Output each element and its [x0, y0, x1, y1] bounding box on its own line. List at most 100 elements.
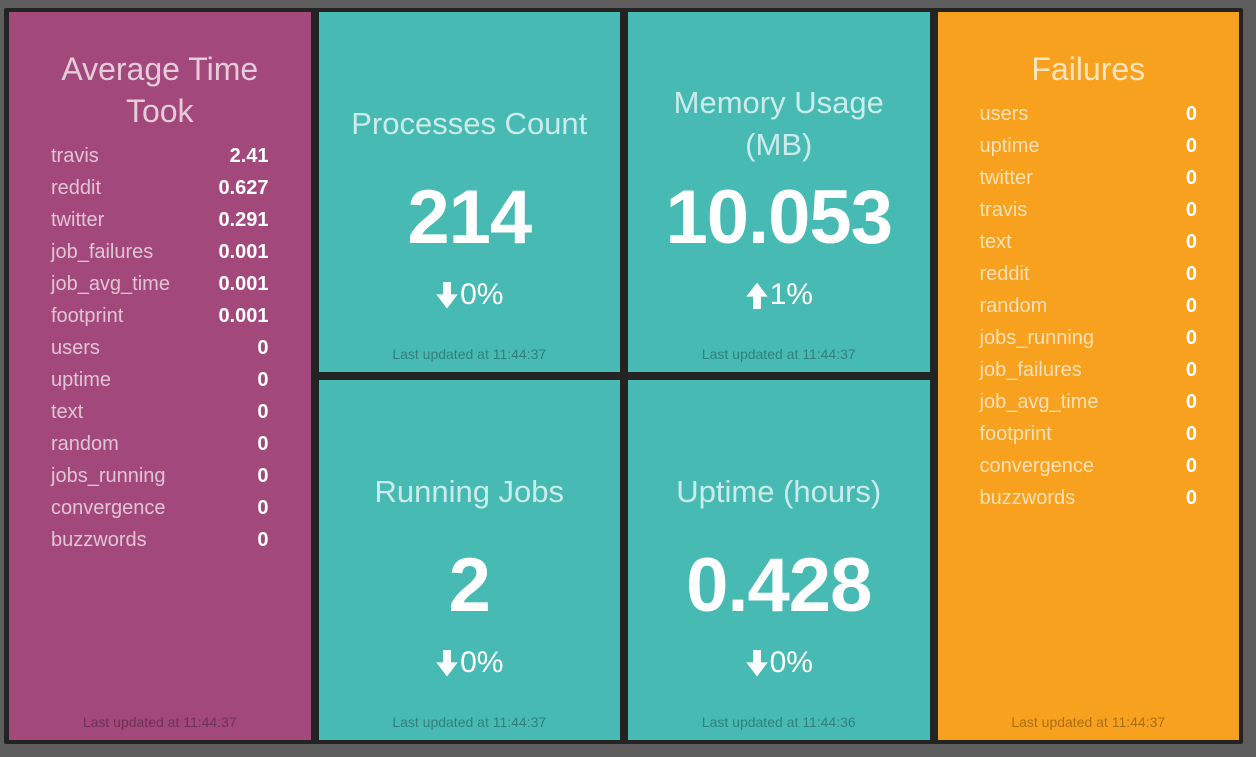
list-item: footprint 0 [980, 418, 1198, 450]
list-item: random 0 [51, 428, 269, 460]
trend-indicator: 1% [745, 278, 813, 312]
list-item-label: text [51, 401, 84, 423]
last-updated: Last updated at 11:44:37 [392, 346, 547, 362]
list-item: buzzwords 0 [980, 482, 1198, 514]
tile-failures: Failures users 0 uptime 0 twitter [937, 12, 1239, 740]
list-item: twitter 0.291 [51, 204, 269, 236]
list-item: users 0 [51, 332, 269, 364]
last-updated: Last updated at 11:44:37 [701, 346, 856, 362]
last-updated: Last updated at 11:44:36 [701, 714, 856, 730]
list-item-label: travis [979, 199, 1028, 221]
tile-average-time-took: Average Time Took travis 2.41 reddit 0.6… [9, 12, 311, 740]
average-time-list: travis 2.41 reddit 0.627 twitter 0.291 [51, 140, 269, 556]
list-item-value: 0.001 [218, 241, 269, 263]
list-item-value: 0.627 [218, 177, 269, 199]
list-item-label: job_avg_time [51, 273, 170, 295]
dashboard-grid: Average Time Took travis 2.41 reddit 0.6… [9, 12, 1239, 740]
list-item: users 0 [980, 98, 1198, 130]
tile-processes-count: Processes Count 214 0% Last updated at 1… [318, 12, 620, 372]
list-item-value: 0 [1185, 295, 1197, 317]
list-item-label: convergence [979, 455, 1095, 477]
list-item-label: twitter [51, 209, 105, 231]
dashboard-panel: Average Time Took travis 2.41 reddit 0.6… [4, 8, 1243, 744]
list-item-value: 0.291 [218, 209, 269, 231]
list-item-value: 0 [257, 433, 269, 455]
list-item-label: buzzwords [979, 487, 1076, 509]
trend-indicator: 0% [435, 646, 503, 680]
list-item-value: 0 [1185, 135, 1197, 157]
list-item: convergence 0 [51, 492, 269, 524]
list-item-label: text [979, 231, 1012, 253]
list-item: uptime 0 [51, 364, 269, 396]
arrow-down-icon [436, 649, 458, 676]
list-item: reddit 0.627 [51, 172, 269, 204]
list-item-label: random [51, 433, 119, 455]
list-item-label: buzzwords [51, 529, 147, 551]
big-number: 0.428 [686, 543, 872, 628]
list-item: job_failures 0.001 [51, 236, 269, 268]
list-item-label: footprint [51, 305, 124, 327]
list-item-label: uptime [979, 135, 1040, 157]
list-item-value: 0 [1185, 455, 1197, 477]
trend-indicator: 0% [435, 278, 503, 312]
tile-running-jobs: Running Jobs 2 0% Last updated at 11:44:… [318, 380, 620, 740]
list-item-value: 0 [257, 337, 269, 359]
arrow-up-icon [745, 282, 768, 309]
list-item: travis 2.41 [51, 140, 269, 172]
trend-value: 1% [769, 278, 813, 311]
list-item-value: 0 [1185, 327, 1197, 349]
trend-value: 0% [460, 646, 504, 679]
list-item-value: 0 [1185, 103, 1197, 125]
list-item-label: twitter [979, 167, 1033, 189]
list-item: job_failures 0 [980, 354, 1198, 386]
list-item-value: 0 [257, 529, 269, 551]
list-item: job_avg_time 0 [980, 386, 1198, 418]
list-item: footprint 0.001 [51, 300, 269, 332]
trend-value: 0% [769, 646, 813, 679]
list-item: random 0 [980, 290, 1198, 322]
list-item-label: random [979, 295, 1048, 317]
tile-title: Processes Count [351, 106, 588, 141]
list-item-value: 0.001 [218, 273, 269, 295]
list-item-value: 0 [1185, 391, 1197, 413]
list-item-label: convergence [51, 497, 166, 519]
list-item-label: footprint [979, 423, 1052, 445]
trend-indicator: 0% [745, 646, 813, 680]
last-updated: Last updated at 11:44:37 [1011, 714, 1166, 730]
list-item: travis 0 [980, 194, 1198, 226]
list-item: job_avg_time 0.001 [51, 268, 269, 300]
list-item-value: 0 [1185, 487, 1197, 509]
list-item-value: 0 [1185, 359, 1197, 381]
list-item-value: 0 [1185, 199, 1197, 221]
big-number: 214 [407, 175, 532, 260]
trend-value: 0% [460, 278, 504, 311]
list-item-label: job_failures [51, 241, 154, 263]
big-number: 10.053 [665, 175, 893, 260]
list-item-value: 0 [257, 369, 269, 391]
arrow-down-icon [436, 281, 458, 308]
list-item-label: reddit [979, 263, 1030, 285]
list-item: buzzwords 0 [51, 524, 269, 556]
list-item-value: 2.41 [229, 145, 269, 167]
list-item-label: jobs_running [51, 465, 166, 487]
list-item-value: 0 [1185, 423, 1197, 445]
tile-uptime: Uptime (hours) 0.428 0% Last updated at … [628, 380, 930, 740]
list-item-label: job_failures [979, 359, 1082, 381]
list-item-label: users [51, 337, 100, 359]
list-item-value: 0 [257, 465, 269, 487]
list-item-label: reddit [51, 177, 102, 199]
list-item: text 0 [51, 396, 269, 428]
list-item-label: travis [51, 145, 99, 167]
list-item: jobs_running 0 [51, 460, 269, 492]
list-item: reddit 0 [980, 258, 1198, 290]
last-updated: Last updated at 11:44:37 [82, 714, 237, 730]
list-item: text 0 [980, 226, 1198, 258]
list-item-value: 0 [1185, 167, 1197, 189]
last-updated: Last updated at 11:44:37 [392, 714, 547, 730]
list-item-label: users [979, 103, 1029, 125]
list-item-value: 0 [1185, 263, 1197, 285]
list-item-label: uptime [51, 369, 112, 391]
list-item: convergence 0 [980, 450, 1198, 482]
failures-list: users 0 uptime 0 twitter 0 travis [980, 98, 1198, 514]
list-item-value: 0 [257, 497, 269, 519]
